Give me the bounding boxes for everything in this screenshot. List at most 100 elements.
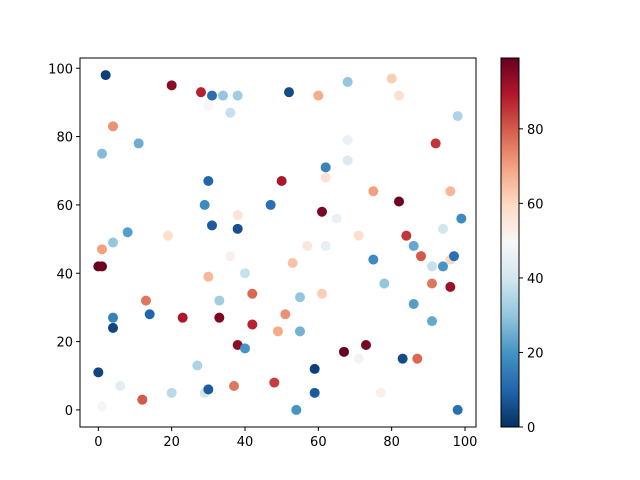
scatter-point-79 <box>361 340 371 350</box>
scatter-point-84 <box>192 360 203 371</box>
scatter-point-77 <box>240 343 250 354</box>
scatter-point-42 <box>225 251 236 262</box>
y-tick-label: 20 <box>56 336 73 351</box>
scatter-point-96 <box>291 404 302 415</box>
scatter-point-7 <box>313 90 324 101</box>
scatter-point-61 <box>141 295 151 306</box>
scatter-point-2 <box>196 87 206 98</box>
scatter-point-30 <box>317 206 327 217</box>
y-tick-label: 40 <box>56 267 73 282</box>
y-tick-label: 0 <box>65 404 73 419</box>
scatter-point-82 <box>412 353 423 364</box>
scatter-point-13 <box>452 111 463 122</box>
scatter-point-17 <box>430 138 441 149</box>
scatter-point-45 <box>408 240 419 251</box>
plot-area-frame <box>79 57 477 428</box>
scatter-point-32 <box>456 213 467 224</box>
scatter-point-97 <box>452 404 463 415</box>
scatter-point-60 <box>445 281 456 292</box>
scatter-point-48 <box>97 261 107 272</box>
scatter-point-74 <box>273 326 283 337</box>
scatter-point-95 <box>97 401 107 412</box>
scatter-point-71 <box>280 309 291 320</box>
scatter-point-59 <box>427 278 437 289</box>
scatter-point-15 <box>133 138 144 149</box>
scatter-point-52 <box>427 261 437 272</box>
scatter-point-4 <box>218 90 228 101</box>
scatter-point-85 <box>309 363 320 374</box>
scatter-point-55 <box>449 251 459 262</box>
scatter-point-62 <box>214 295 225 306</box>
scatter-point-46 <box>416 251 426 262</box>
scatter-point-81 <box>397 353 408 364</box>
colorbar-tick-label: 20 <box>527 346 544 361</box>
scatter-point-3 <box>207 90 217 101</box>
scatter-point-35 <box>122 227 133 238</box>
scatter-point-1 <box>166 80 177 91</box>
x-tick-label: 20 <box>163 435 180 450</box>
scatter-point-89 <box>137 394 148 405</box>
scatter-point-75 <box>295 326 305 337</box>
scatter-point-22 <box>276 176 287 186</box>
x-tick-label: 80 <box>383 435 400 450</box>
y-tick-label: 100 <box>48 62 73 77</box>
scatter-point-72 <box>427 316 437 327</box>
scatter-point-87 <box>229 381 239 391</box>
scatter-point-43 <box>302 240 313 251</box>
scatter-point-20 <box>320 162 331 173</box>
scatter-point-31 <box>331 213 342 224</box>
scatter-point-92 <box>203 384 214 395</box>
scatter-point-24 <box>199 199 210 210</box>
scatter-point-8 <box>342 76 353 87</box>
scatter-point-26 <box>368 186 379 197</box>
scatter-point-23 <box>320 172 331 183</box>
colorbar-tick-label: 0 <box>527 421 535 436</box>
x-tick-label: 40 <box>237 435 254 450</box>
y-tick-label: 80 <box>56 131 73 146</box>
scatter-point-27 <box>394 196 404 207</box>
scatter-point-5 <box>232 90 243 101</box>
scatter-point-80 <box>353 353 364 364</box>
scatter-point-57 <box>317 288 327 299</box>
scatter-point-56 <box>203 271 214 282</box>
scatter-point-70 <box>247 319 258 330</box>
scatter-point-93 <box>309 387 320 398</box>
scatter-point-37 <box>353 230 364 241</box>
scatter-point-29 <box>232 210 243 221</box>
scatter-point-86 <box>115 381 126 391</box>
scatter-point-88 <box>269 377 280 388</box>
colorbar-tick-label: 60 <box>527 197 544 212</box>
scatter-point-53 <box>438 261 448 272</box>
colorbar-axis: 0 20 40 60 80 <box>519 123 544 436</box>
scatter-point-44 <box>320 240 331 251</box>
scatter-point-25 <box>265 199 276 210</box>
scatter-point-21 <box>203 176 214 186</box>
scatter-point-63 <box>247 288 258 299</box>
scatter-point-0 <box>100 70 111 81</box>
x-tick-label: 60 <box>310 435 327 450</box>
scatter-point-12 <box>203 100 214 111</box>
scatter-point-19 <box>342 155 353 166</box>
y-axis: 0 20 40 60 80 100 <box>48 62 80 419</box>
scatter-points <box>93 70 467 415</box>
scatter-point-90 <box>166 387 177 398</box>
scatter-point-9 <box>386 73 397 84</box>
scatter-point-41 <box>108 237 118 248</box>
scatter-point-14 <box>108 121 118 132</box>
colorbar <box>500 57 520 428</box>
scatter-point-68 <box>177 312 188 323</box>
scatter-point-36 <box>163 230 173 241</box>
scatter-point-64 <box>295 292 305 303</box>
scatter-point-6 <box>284 87 294 98</box>
scatter-point-10 <box>394 90 404 101</box>
scatter-point-94 <box>375 387 386 398</box>
scatter-point-73 <box>108 322 118 333</box>
scatter-point-65 <box>408 299 419 309</box>
scatter-point-66 <box>108 312 118 323</box>
x-axis: 0 20 40 60 80 100 <box>94 427 477 450</box>
colorbar-tick-label: 40 <box>527 272 544 287</box>
scatter-point-49 <box>240 268 250 279</box>
scatter-point-40 <box>97 244 107 255</box>
